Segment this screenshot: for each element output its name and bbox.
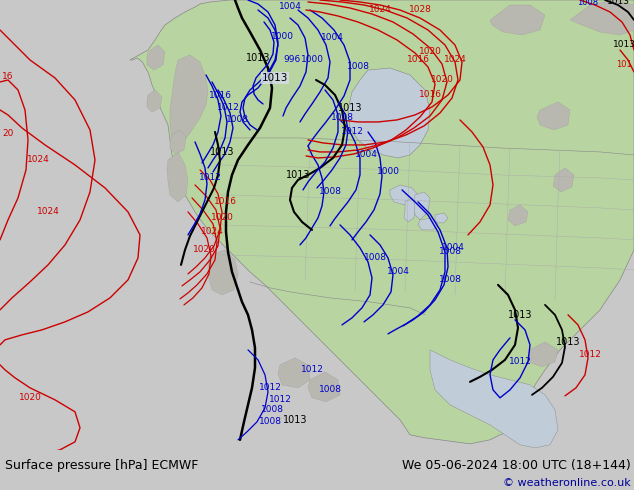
Text: 1004: 1004 [387,268,410,276]
Text: 1013: 1013 [556,337,580,347]
Text: 1008: 1008 [259,417,281,426]
Polygon shape [147,90,162,112]
Text: 1024: 1024 [200,227,223,236]
Polygon shape [528,342,558,367]
Text: 1013: 1013 [612,41,634,49]
Text: 101: 101 [616,60,632,70]
Text: 1020: 1020 [210,214,233,222]
Polygon shape [570,0,634,35]
Text: 20: 20 [3,129,14,139]
Text: 1020: 1020 [430,75,453,84]
Polygon shape [308,372,340,402]
Polygon shape [390,185,418,205]
Text: 1024: 1024 [368,5,391,15]
Text: 1008: 1008 [261,405,283,415]
Text: 1008: 1008 [439,275,462,284]
Text: 1020: 1020 [18,393,41,402]
Polygon shape [537,102,570,130]
Text: 1008: 1008 [578,0,598,7]
Polygon shape [147,45,165,70]
Polygon shape [430,350,558,448]
Text: 1013: 1013 [286,170,310,180]
Text: 16: 16 [3,73,14,81]
Text: 1012: 1012 [269,395,292,404]
Text: 1012: 1012 [340,127,363,136]
Polygon shape [208,250,238,295]
Text: 1012: 1012 [301,366,323,374]
Text: 1013: 1013 [246,53,270,63]
Text: 1020: 1020 [418,48,441,56]
Text: 1016: 1016 [406,55,429,65]
Text: 1008: 1008 [439,247,462,256]
Polygon shape [170,55,208,150]
Polygon shape [278,358,310,388]
Polygon shape [508,205,528,226]
Text: 1008: 1008 [318,187,342,196]
Text: 1024: 1024 [27,155,49,165]
Text: 1004: 1004 [321,33,344,43]
Polygon shape [130,0,634,444]
Text: 1004: 1004 [354,150,377,159]
Text: 1012: 1012 [508,357,531,367]
Polygon shape [348,68,430,158]
Text: 1004: 1004 [441,244,465,252]
Text: 1008: 1008 [318,385,342,394]
Text: Surface pressure [hPa] ECMWF: Surface pressure [hPa] ECMWF [5,459,198,471]
Text: 1012: 1012 [198,173,221,182]
Text: 1013: 1013 [607,0,630,6]
Polygon shape [490,5,545,35]
Text: 996: 996 [283,55,301,65]
Text: 1013: 1013 [210,147,234,157]
Text: 1008: 1008 [347,62,370,72]
Polygon shape [435,213,448,223]
Text: 1000: 1000 [301,55,323,65]
Text: 1013: 1013 [338,103,362,113]
Text: 1008: 1008 [226,116,249,124]
Text: 1016: 1016 [418,91,441,99]
Text: 1013: 1013 [508,310,533,320]
Text: 1013: 1013 [283,415,307,425]
Text: 1013: 1013 [262,73,288,83]
Text: 1016: 1016 [209,92,231,100]
Text: 1020: 1020 [193,245,216,254]
Polygon shape [418,218,438,230]
Text: 1024: 1024 [37,207,60,217]
Text: 1028: 1028 [408,5,432,15]
Polygon shape [553,168,574,192]
Polygon shape [167,152,188,202]
Text: 1000: 1000 [271,32,294,42]
Text: © weatheronline.co.uk: © weatheronline.co.uk [503,478,631,488]
Polygon shape [170,130,186,154]
Text: 1004: 1004 [278,2,301,11]
Text: We 05-06-2024 18:00 UTC (18+144): We 05-06-2024 18:00 UTC (18+144) [402,459,631,471]
Text: 1008: 1008 [363,253,387,263]
Text: 1012: 1012 [217,103,240,113]
Text: 1024: 1024 [444,55,467,65]
Text: 1012: 1012 [259,383,281,392]
Text: 1012: 1012 [579,350,602,359]
Text: 1016: 1016 [214,197,236,206]
Text: 1000: 1000 [377,168,399,176]
Text: 1008: 1008 [330,114,354,122]
Polygon shape [414,192,430,220]
Polygon shape [404,198,416,222]
